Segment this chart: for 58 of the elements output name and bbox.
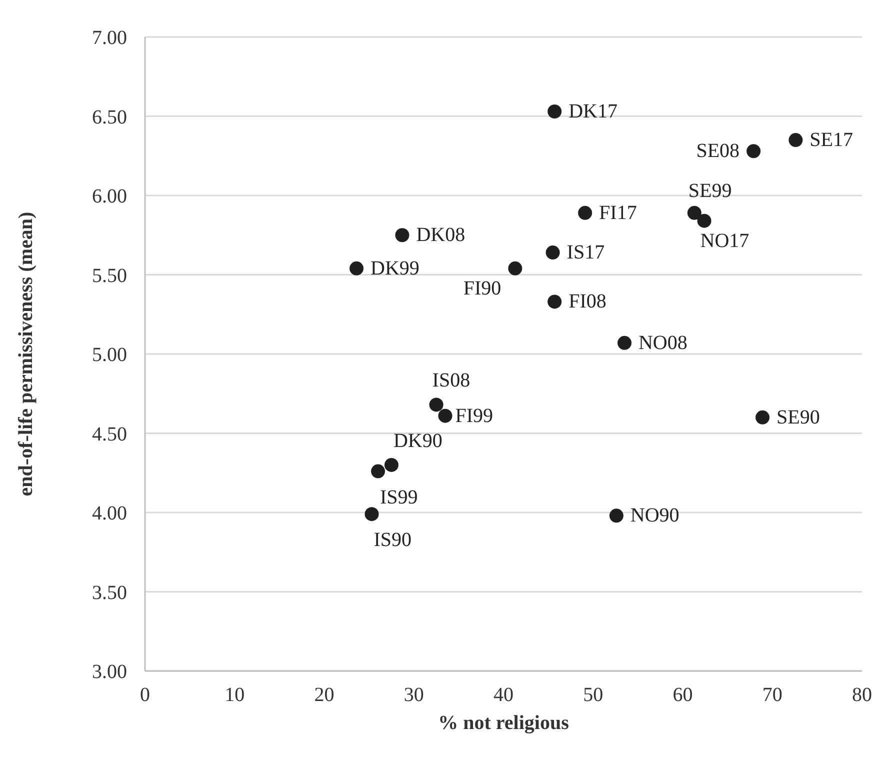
x-tick-label: 40 bbox=[494, 684, 514, 706]
x-tick-label: 60 bbox=[672, 684, 693, 706]
data-label: IS99 bbox=[380, 486, 418, 508]
data-label: FI90 bbox=[463, 277, 502, 300]
y-tick-label: 6.50 bbox=[92, 106, 127, 128]
x-tick-label: 50 bbox=[583, 684, 604, 706]
y-tick-label: 3.50 bbox=[92, 582, 127, 604]
point bbox=[548, 294, 562, 309]
y-tick-label: 7.00 bbox=[92, 27, 127, 50]
point bbox=[687, 206, 702, 220]
point bbox=[429, 398, 444, 412]
point bbox=[788, 133, 803, 148]
data-label: NO90 bbox=[630, 504, 680, 527]
point bbox=[546, 246, 560, 260]
y-tick-label: 5.00 bbox=[92, 344, 127, 366]
x-tick-label: 80 bbox=[852, 684, 872, 706]
point bbox=[350, 261, 364, 276]
data-label: FI08 bbox=[568, 290, 606, 313]
data-label: NO17 bbox=[700, 230, 750, 252]
data-label: SE08 bbox=[696, 140, 740, 162]
point bbox=[617, 336, 632, 350]
point bbox=[746, 144, 761, 158]
data-label: DK17 bbox=[568, 100, 618, 122]
x-tick-label: 70 bbox=[762, 684, 782, 706]
point bbox=[548, 104, 562, 118]
data-label: IS17 bbox=[566, 242, 605, 264]
data-label: SE17 bbox=[810, 129, 854, 152]
point bbox=[609, 508, 624, 523]
point bbox=[395, 228, 410, 242]
point bbox=[371, 464, 386, 478]
point bbox=[756, 410, 770, 424]
x-tick-label: 10 bbox=[224, 684, 245, 706]
point bbox=[364, 507, 379, 522]
data-label: FI17 bbox=[599, 202, 637, 224]
y-tick-label: 4.00 bbox=[92, 502, 127, 525]
data-label: IS90 bbox=[374, 529, 412, 552]
point bbox=[384, 458, 398, 472]
y-tick-label: 3.00 bbox=[92, 661, 127, 684]
y-tick-label: 4.50 bbox=[92, 423, 127, 446]
x-tick-label: 0 bbox=[140, 684, 150, 706]
x-tick-label: 30 bbox=[404, 684, 424, 706]
x-axis-title: % not religious bbox=[438, 712, 570, 734]
y-tick-label: 6.00 bbox=[92, 186, 127, 208]
data-label: SE99 bbox=[688, 180, 732, 202]
data-label: DK90 bbox=[393, 430, 442, 452]
x-tick-label: 20 bbox=[314, 684, 334, 706]
data-label: IS08 bbox=[432, 370, 470, 392]
data-label: DK99 bbox=[370, 257, 420, 280]
point bbox=[578, 206, 592, 220]
data-label: DK08 bbox=[416, 224, 466, 246]
point bbox=[508, 261, 522, 276]
point bbox=[697, 214, 712, 228]
data-label: FI99 bbox=[455, 404, 494, 427]
y-axis-title: end-of-life permissiveness (mean) bbox=[15, 212, 38, 496]
data-label: SE90 bbox=[776, 406, 820, 428]
point bbox=[438, 408, 452, 423]
data-label: NO08 bbox=[638, 332, 688, 354]
y-tick-label: 5.50 bbox=[92, 264, 127, 287]
